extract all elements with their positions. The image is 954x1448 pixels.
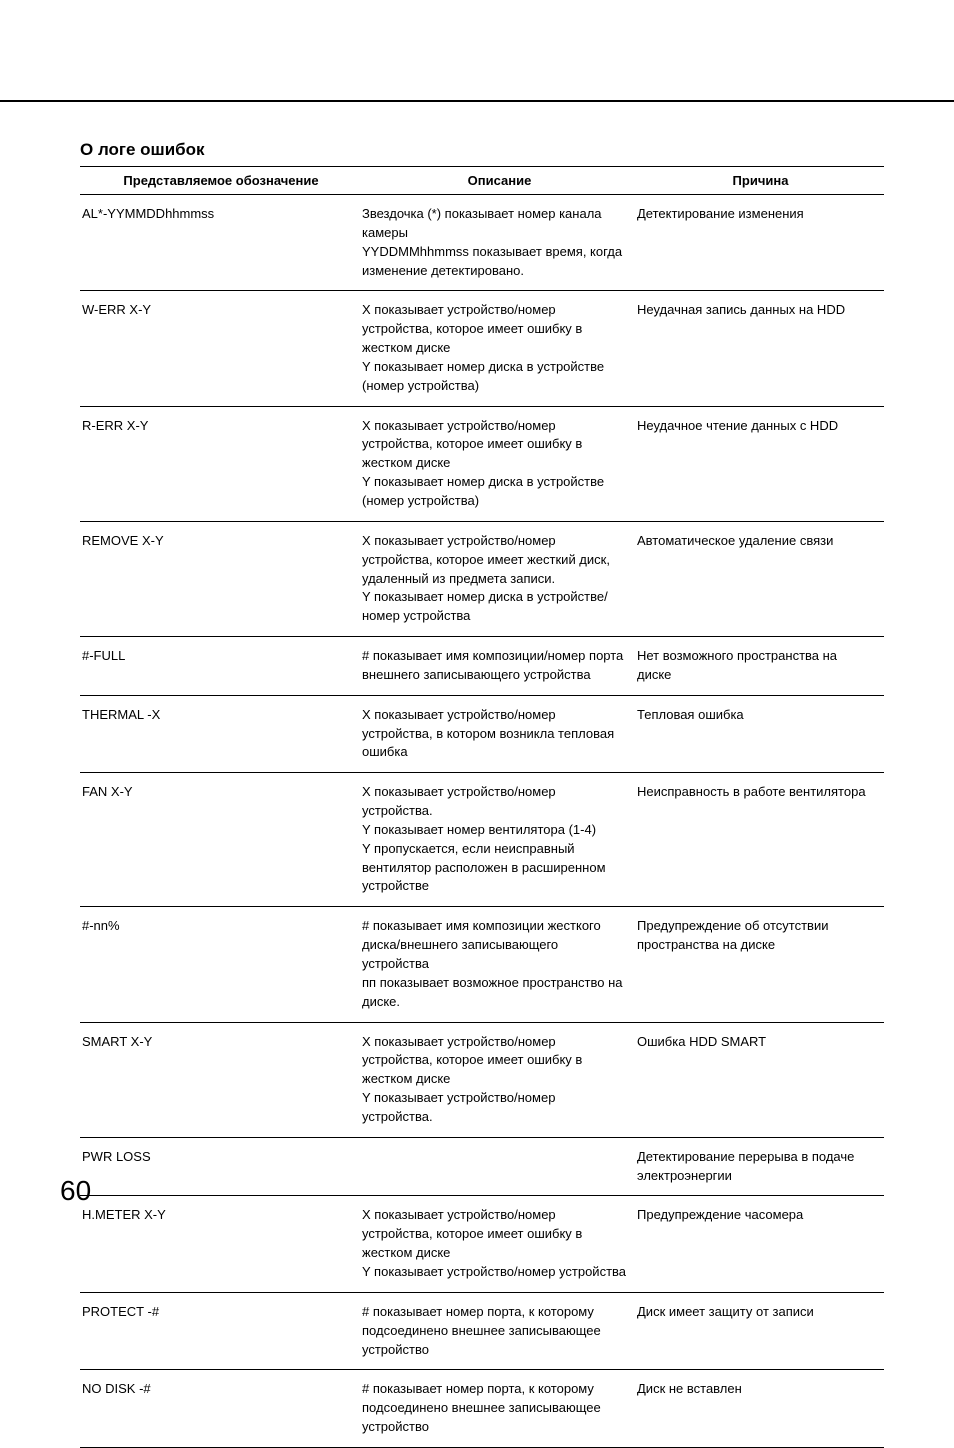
cell-desc: # показывает имя композиции жесткого дис… [362,907,637,1022]
cell-cause: Предупреждение часомера [637,1196,884,1292]
cell-cause: Детектирование изменения [637,195,884,291]
table-header: Представляемое обозначение Описание Прич… [80,167,884,195]
cell-code: AL*-YYMMDDhhmmss [80,195,362,291]
cell-cause: Автоматическое удаление связи [637,521,884,636]
cell-cause: Неудачное чтение данных с HDD [637,406,884,521]
cell-code: #-nn% [80,907,362,1022]
cell-desc: X показывает устройство/номер устройства… [362,773,637,907]
cell-code: #-FULL [80,637,362,696]
cell-cause: Неисправность в работе вентилятора [637,773,884,907]
page: О логе ошибок Представляемое обозначение… [0,0,954,1237]
table-row: W-ERR X-YX показывает устройство/номер у… [80,291,884,406]
content: О логе ошибок Представляемое обозначение… [80,140,884,1448]
cell-code: PROTECT -# [80,1292,362,1370]
cell-code: NO DISK -# [80,1370,362,1448]
section-title: О логе ошибок [80,140,884,160]
table-row: PWR LOSS Детектирование перерыва в подаче… [80,1137,884,1196]
table-row: SMART X-YX показывает устройство/номер у… [80,1022,884,1137]
col-header-code: Представляемое обозначение [80,167,362,195]
cell-code: THERMAL -X [80,695,362,773]
cell-desc: X показывает устройство/номер устройства… [362,291,637,406]
col-header-cause: Причина [637,167,884,195]
cell-code: H.METER X-Y [80,1196,362,1292]
table-row: #-nn%# показывает имя композиции жестког… [80,907,884,1022]
cell-cause: Неудачная запись данных на HDD [637,291,884,406]
top-rule [0,100,954,102]
cell-code: REMOVE X-Y [80,521,362,636]
cell-desc: # показывает номер порта, к которому под… [362,1292,637,1370]
cell-desc [362,1137,637,1196]
cell-cause: Предупреждение об отсутствии пространств… [637,907,884,1022]
table-row: R-ERR X-YX показывает устройство/номер у… [80,406,884,521]
table-row: H.METER X-YX показывает устройство/номер… [80,1196,884,1292]
table-row: PROTECT -## показывает номер порта, к ко… [80,1292,884,1370]
cell-cause: Нет возможного пространства на диске [637,637,884,696]
cell-code: SMART X-Y [80,1022,362,1137]
cell-desc: X показывает устройство/номер устройства… [362,1196,637,1292]
error-log-table: Представляемое обозначение Описание Прич… [80,166,884,1448]
cell-cause: Диск не вставлен [637,1370,884,1448]
cell-code: W-ERR X-Y [80,291,362,406]
col-header-desc: Описание [362,167,637,195]
cell-desc: # показывает номер порта, к которому под… [362,1370,637,1448]
cell-cause: Ошибка HDD SMART [637,1022,884,1137]
cell-desc: X показывает устройство/номер устройства… [362,695,637,773]
cell-desc: X показывает устройство/номер устройства… [362,1022,637,1137]
table-body: AL*-YYMMDDhhmmssЗвездочка (*) показывает… [80,195,884,1448]
cell-code: R-ERR X-Y [80,406,362,521]
cell-cause: Тепловая ошибка [637,695,884,773]
cell-code: PWR LOSS [80,1137,362,1196]
table-row: NO DISK -## показывает номер порта, к ко… [80,1370,884,1448]
table-row: #-FULL# показывает имя композиции/номер … [80,637,884,696]
cell-code: FAN X-Y [80,773,362,907]
cell-desc: X показывает устройство/номер устройства… [362,521,637,636]
table-row: AL*-YYMMDDhhmmssЗвездочка (*) показывает… [80,195,884,291]
table-row: FAN X-YX показывает устройство/номер уст… [80,773,884,907]
cell-cause: Детектирование перерыва в подаче электро… [637,1137,884,1196]
page-number: 60 [60,1175,91,1207]
cell-cause: Диск имеет защиту от записи [637,1292,884,1370]
table-row: REMOVE X-YX показывает устройство/номер … [80,521,884,636]
cell-desc: # показывает имя композиции/номер порта … [362,637,637,696]
cell-desc: X показывает устройство/номер устройства… [362,406,637,521]
cell-desc: Звездочка (*) показывает номер канала ка… [362,195,637,291]
table-row: THERMAL -XX показывает устройство/номер … [80,695,884,773]
